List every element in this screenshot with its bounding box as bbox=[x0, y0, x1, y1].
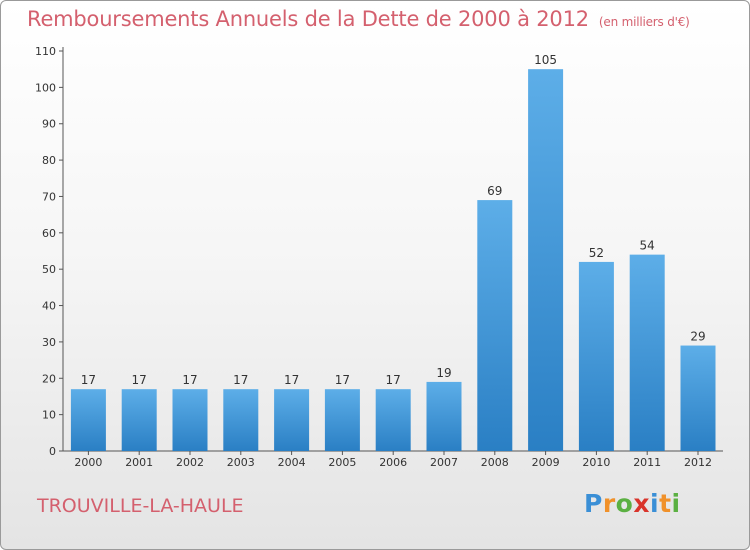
x-tick-label: 2000 bbox=[74, 456, 102, 469]
bar bbox=[274, 389, 310, 451]
data-label: 52 bbox=[589, 246, 604, 260]
y-tick-label: 70 bbox=[42, 190, 56, 203]
y-tick-label: 110 bbox=[35, 45, 56, 58]
bar bbox=[70, 389, 106, 451]
data-label: 17 bbox=[132, 373, 147, 387]
chart-title: Remboursements Annuels de la Dette de 20… bbox=[27, 7, 690, 31]
x-tick-label: 2010 bbox=[582, 456, 610, 469]
bar bbox=[426, 381, 462, 451]
bar bbox=[172, 389, 208, 451]
x-tick-label: 2012 bbox=[684, 456, 712, 469]
logo-letter: t bbox=[659, 489, 672, 518]
bar bbox=[578, 261, 614, 451]
y-tick-label: 0 bbox=[49, 445, 56, 458]
data-label: 17 bbox=[233, 373, 248, 387]
logo-letter: x bbox=[633, 489, 650, 518]
y-tick-label: 90 bbox=[42, 118, 56, 131]
data-label: 17 bbox=[182, 373, 197, 387]
y-tick-label: 80 bbox=[42, 154, 56, 167]
bar bbox=[121, 389, 157, 451]
y-tick-label: 50 bbox=[42, 263, 56, 276]
chart-title-text: Remboursements Annuels de la Dette de 20… bbox=[27, 7, 589, 31]
x-tick-label: 2011 bbox=[633, 456, 661, 469]
logo-letter: P bbox=[584, 489, 603, 518]
bar bbox=[223, 389, 259, 451]
x-tick-label: 2004 bbox=[278, 456, 306, 469]
bar bbox=[477, 200, 513, 451]
data-label: 69 bbox=[487, 184, 502, 198]
x-tick-label: 2001 bbox=[125, 456, 153, 469]
data-label: 19 bbox=[436, 366, 451, 380]
y-tick-label: 10 bbox=[42, 409, 56, 422]
x-tick-label: 2008 bbox=[481, 456, 509, 469]
y-tick-label: 20 bbox=[42, 372, 56, 385]
y-tick-label: 60 bbox=[42, 227, 56, 240]
x-tick-label: 2005 bbox=[328, 456, 356, 469]
data-label: 17 bbox=[284, 373, 299, 387]
bar bbox=[324, 389, 360, 451]
data-label: 17 bbox=[386, 373, 401, 387]
bar bbox=[629, 254, 665, 451]
data-label: 17 bbox=[335, 373, 350, 387]
data-label: 17 bbox=[81, 373, 96, 387]
logo-letter: i bbox=[671, 489, 681, 518]
y-tick-label: 100 bbox=[35, 81, 56, 94]
bar bbox=[528, 69, 564, 451]
commune-name: TROUVILLE-LA-HAULE bbox=[37, 495, 244, 517]
y-tick-label: 30 bbox=[42, 336, 56, 349]
data-label: 29 bbox=[690, 330, 705, 344]
logo-letter: i bbox=[650, 489, 660, 518]
data-label: 54 bbox=[640, 239, 655, 253]
chart-unit-note: (en milliers d'€) bbox=[598, 15, 690, 29]
x-tick-label: 2002 bbox=[176, 456, 204, 469]
logo-letter: o bbox=[615, 489, 634, 518]
data-label: 105 bbox=[534, 53, 557, 67]
y-tick-label: 40 bbox=[42, 300, 56, 313]
logo-letter: r bbox=[602, 489, 616, 518]
x-tick-label: 2007 bbox=[430, 456, 458, 469]
bar bbox=[375, 389, 411, 451]
x-tick-label: 2009 bbox=[532, 456, 560, 469]
proxiti-logo: Proxiti bbox=[584, 489, 681, 518]
x-tick-label: 2003 bbox=[227, 456, 255, 469]
x-tick-label: 2006 bbox=[379, 456, 407, 469]
bar bbox=[680, 345, 716, 451]
